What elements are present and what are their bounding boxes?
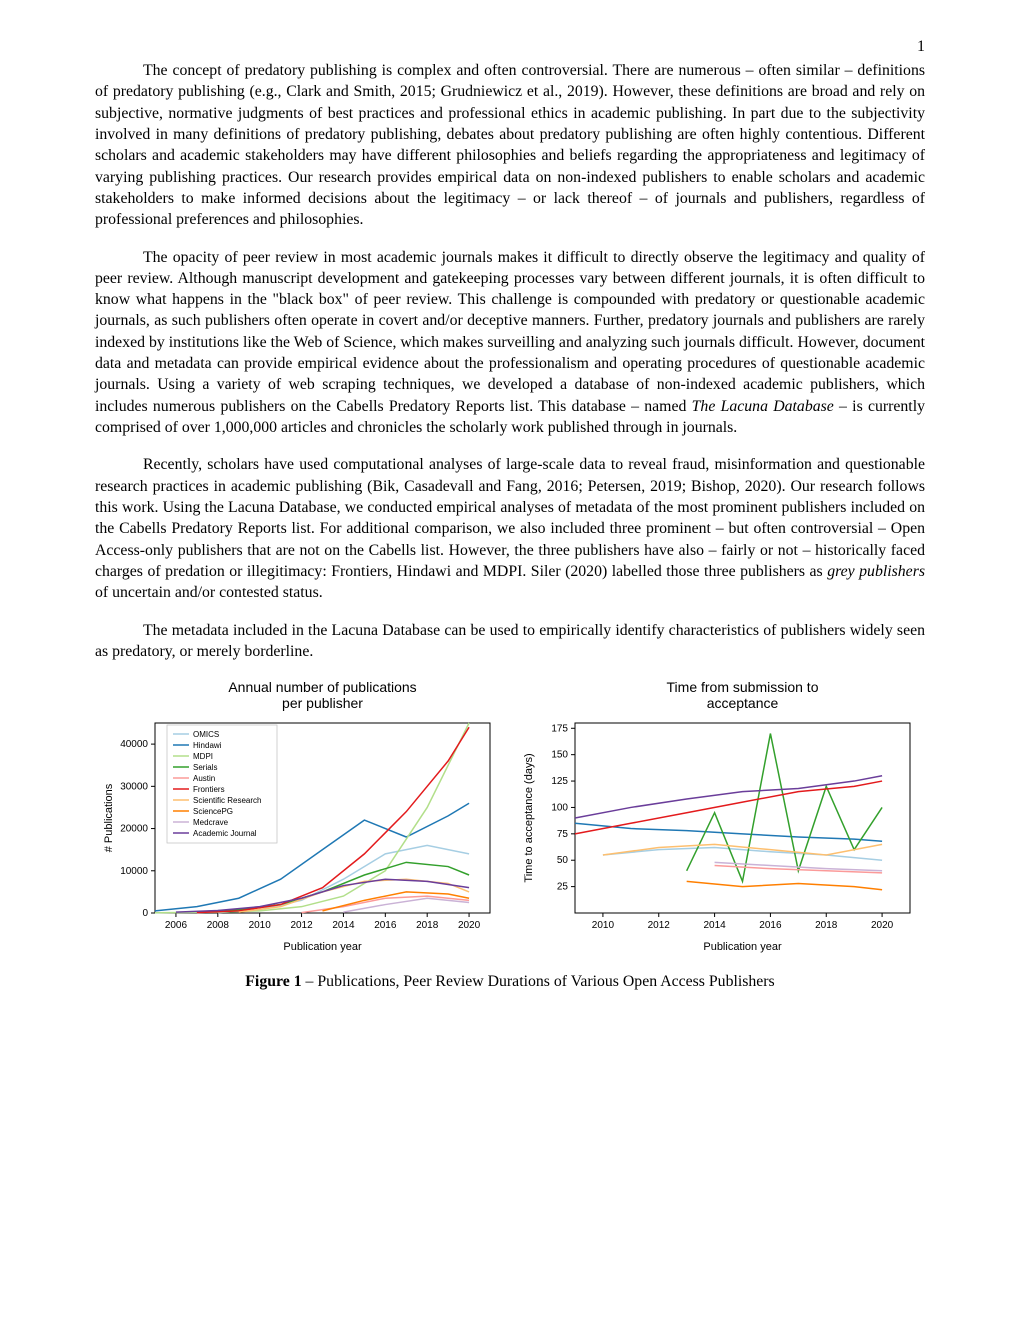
svg-text:Academic Journal: Academic Journal [193,829,257,838]
svg-text:Time to acceptance (days): Time to acceptance (days) [523,754,535,883]
svg-text:acceptance: acceptance [707,695,779,711]
svg-text:2010: 2010 [249,920,272,931]
svg-text:Frontiers: Frontiers [193,785,225,794]
series-serials [197,862,469,911]
paragraph-3: Recently, scholars have used computation… [95,454,925,603]
svg-text:OMICS: OMICS [193,730,219,739]
svg-text:50: 50 [557,855,569,866]
figure-caption-label: Figure 1 [245,973,301,990]
svg-text:Austin: Austin [193,774,215,783]
svg-text:2014: 2014 [703,920,726,931]
svg-text:Publication year: Publication year [283,941,362,953]
svg-text:2010: 2010 [592,920,615,931]
svg-text:2020: 2020 [871,920,894,931]
svg-text:2014: 2014 [332,920,355,931]
svg-text:per publisher: per publisher [282,695,363,711]
svg-text:2016: 2016 [374,920,397,931]
svg-text:Medcrave: Medcrave [193,818,229,827]
chart-svg: 2010 2012 2014 2016 2018 2020 25 50 75 100 125 150 1… [520,678,920,958]
svg-text:150: 150 [551,750,568,761]
svg-text:SciencePG: SciencePG [193,807,233,816]
page: 1 The concept of predatory publishing is… [0,0,1020,1320]
figure-row: 2006 2008 2010 2012 2014 2016 2018 2020 0 10000 20… [95,678,925,963]
series-hindawi [575,823,882,841]
svg-text:20000: 20000 [120,824,148,835]
svg-text:Publication year: Publication year [703,941,782,953]
svg-text:Hindawi: Hindawi [193,741,222,750]
svg-text:30000: 30000 [120,781,148,792]
page-number: 1 [917,38,925,56]
paragraph-4: The metadata included in the Lacuna Data… [95,620,925,663]
svg-text:25: 25 [557,882,569,893]
figure-caption-text: – Publications, Peer Review Durations of… [302,973,775,990]
svg-text:# Publications: # Publications [103,783,115,852]
svg-text:Scientific Research: Scientific Research [193,796,261,805]
svg-text:125: 125 [551,776,568,787]
svg-text:10000: 10000 [120,866,148,877]
svg-text:2012: 2012 [290,920,313,931]
svg-text:2020: 2020 [458,920,481,931]
paragraph-1: The concept of predatory publishing is c… [95,60,925,231]
svg-text:175: 175 [551,723,568,734]
svg-text:2012: 2012 [648,920,671,931]
series-sciencepg [687,881,882,889]
svg-text:40000: 40000 [120,739,148,750]
paragraph-2: The opacity of peer review in most acade… [95,247,925,439]
svg-text:2016: 2016 [759,920,782,931]
svg-text:2018: 2018 [815,920,838,931]
svg-text:Time from submission to: Time from submission to [667,679,819,695]
chart-left: 2006 2008 2010 2012 2014 2016 2018 2020 0 10000 20… [100,678,500,963]
svg-text:MDPI: MDPI [193,752,213,761]
chart-svg: 2006 2008 2010 2012 2014 2016 2018 2020 0 10000 20… [100,678,500,958]
svg-text:75: 75 [557,829,569,840]
series-academic-journal [575,776,882,818]
svg-text:0: 0 [142,908,148,919]
chart-right: 2010 2012 2014 2016 2018 2020 25 50 75 100 125 150 1… [520,678,920,963]
svg-text:2018: 2018 [416,920,439,931]
series-omics [218,846,469,913]
svg-text:100: 100 [551,803,568,814]
svg-text:Serials: Serials [193,763,217,772]
svg-text:2006: 2006 [165,920,188,931]
figure-caption: Figure 1 – Publications, Peer Review Dur… [95,973,925,991]
svg-text:Annual number of publications: Annual number of publications [228,679,416,695]
svg-text:2008: 2008 [207,920,230,931]
